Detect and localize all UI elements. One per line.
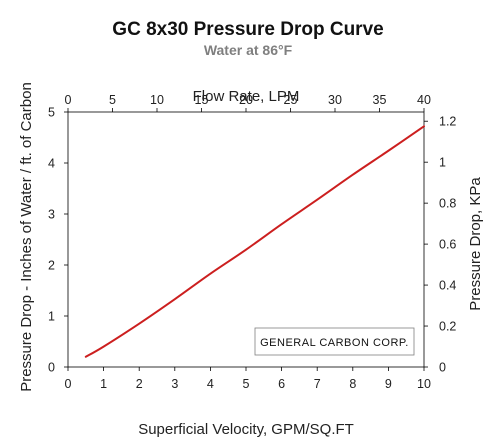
y-tick-label: 4	[48, 157, 55, 171]
pressure-drop-line	[84, 125, 425, 358]
x2-tick-label: 10	[150, 93, 164, 107]
left-axis-label: Pressure Drop - Inches of Water / ft. of…	[18, 82, 35, 392]
y2-tick-label: 0.4	[439, 279, 456, 293]
y-tick-label: 2	[48, 259, 55, 273]
x-tick-label: 7	[314, 377, 321, 391]
company-label: GENERAL CARBON CORP.	[260, 337, 409, 349]
top-axis-label: Flow Rate, LPM	[193, 88, 300, 105]
bottom-axis-label: Superficial Velocity, GPM/SQ.FT	[138, 421, 354, 438]
x-tick-label: 8	[349, 377, 356, 391]
x-tick-label: 6	[278, 377, 285, 391]
x2-tick-label: 40	[417, 93, 431, 107]
y2-tick-label: 0	[439, 361, 446, 375]
x2-tick-label: 30	[328, 93, 342, 107]
x-tick-label: 9	[385, 377, 392, 391]
chart-subtitle: Water at 86°F	[204, 42, 293, 58]
y2-tick-label: 0.6	[439, 238, 456, 252]
x-tick-label: 1	[100, 377, 107, 391]
x-tick-label: 10	[417, 377, 431, 391]
company-label-frame	[254, 327, 415, 356]
y-tick-label: 0	[48, 361, 55, 375]
x-tick-label: 2	[136, 377, 143, 391]
x2-tick-label: 15	[195, 93, 209, 107]
x-tick-label: 4	[207, 377, 214, 391]
x2-tick-label: 20	[239, 93, 253, 107]
y2-tick-label: 1.2	[439, 115, 456, 129]
y2-tick-label: 1	[439, 156, 446, 170]
y2-tick-label: 0.2	[439, 320, 456, 334]
y-tick-label: 3	[48, 208, 55, 222]
y2-tick-label: 0.8	[439, 197, 456, 211]
company-label-box: GENERAL CARBON CORP.	[254, 327, 415, 356]
x-tick-label: 0	[65, 377, 72, 391]
y-tick-label: 5	[48, 106, 55, 120]
y-tick-label: 1	[48, 310, 55, 324]
x2-tick-label: 5	[109, 93, 116, 107]
x2-tick-label: 25	[284, 93, 298, 107]
x2-tick-label: 35	[373, 93, 387, 107]
right-axis-label: Pressure Drop, KPa	[467, 177, 484, 311]
x-tick-label: 5	[243, 377, 250, 391]
x2-tick-label: 0	[65, 93, 72, 107]
x-tick-label: 3	[171, 377, 178, 391]
chart-title: GC 8x30 Pressure Drop Curve	[112, 19, 383, 40]
series-layer	[84, 125, 425, 358]
tick-marks	[64, 108, 428, 371]
